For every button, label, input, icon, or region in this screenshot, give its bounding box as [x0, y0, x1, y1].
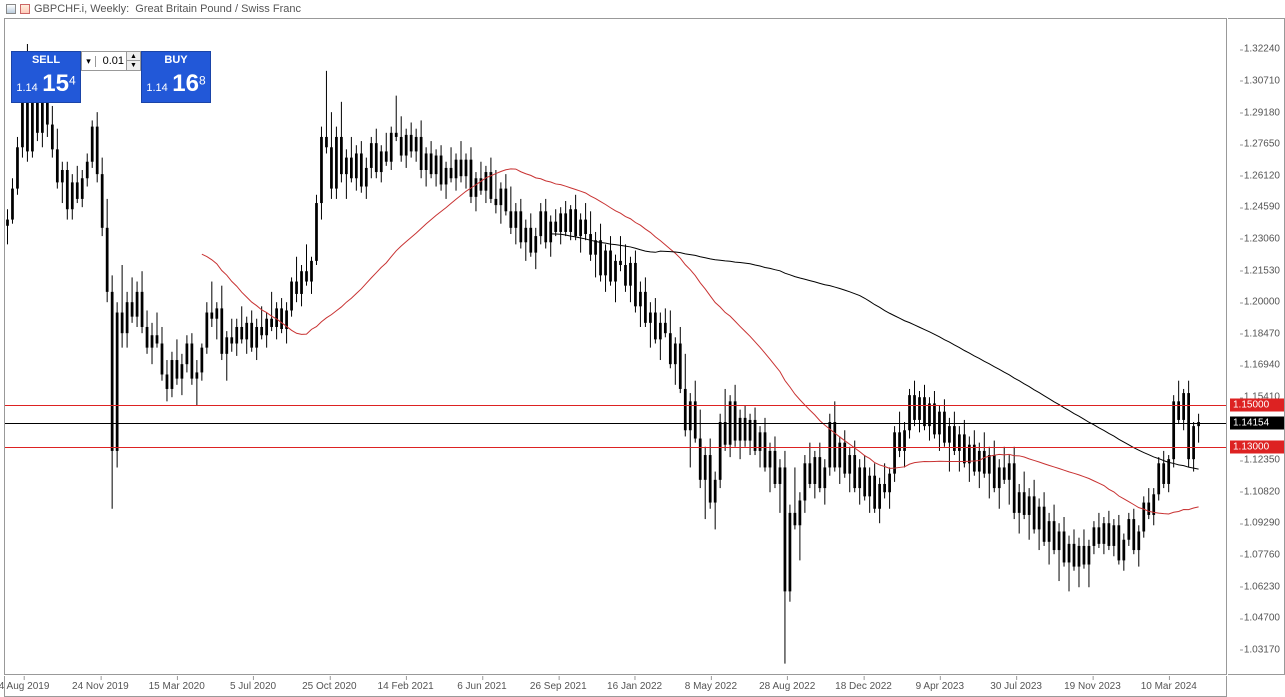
y-tick: 1.06230	[1244, 581, 1280, 592]
x-tick: 19 Nov 2023	[1064, 681, 1121, 692]
chart-icon-2	[20, 4, 30, 14]
y-tick: 1.20000	[1244, 297, 1280, 308]
x-tick: 4 Aug 2019	[0, 681, 49, 692]
chart-area[interactable]: SELL 1.14 154 ▾ ▲ ▼ BUY 1.14 168	[4, 18, 1227, 675]
x-tick: 26 Sep 2021	[530, 681, 587, 692]
x-tick: 6 Jun 2021	[457, 681, 507, 692]
y-tick: 1.21530	[1244, 265, 1280, 276]
chart-title: GBPCHF.i, Weekly: Great Britain Pound / …	[6, 3, 301, 15]
x-tick: 8 May 2022	[685, 681, 737, 692]
x-tick: 28 Aug 2022	[759, 681, 815, 692]
x-tick: 24 Nov 2019	[72, 681, 129, 692]
y-tick: 1.29180	[1244, 107, 1280, 118]
chart-icon-1	[6, 4, 16, 14]
sell-button[interactable]: SELL 1.14 154	[11, 51, 81, 103]
x-tick: 30 Jul 2023	[990, 681, 1042, 692]
x-tick: 14 Feb 2021	[378, 681, 434, 692]
x-tick: 9 Apr 2023	[916, 681, 964, 692]
y-tick: 1.04700	[1244, 613, 1280, 624]
symbol-description: Great Britain Pound / Swiss Franc	[135, 3, 301, 15]
y-tick: 1.18470	[1244, 328, 1280, 339]
sell-label: SELL	[12, 54, 80, 66]
buy-price: 1.14 168	[142, 70, 210, 98]
y-axis: 1.32240 1.30710 1.29180 1.27650 1.26120 1.245…	[1228, 18, 1285, 675]
price-chart-svg	[5, 19, 1226, 674]
y-tick: 1.12350	[1244, 455, 1280, 466]
quantity-stepper[interactable]: ▾ ▲ ▼	[81, 51, 141, 71]
y-tick: 1.24590	[1244, 202, 1280, 213]
sell-price: 1.14 154	[12, 70, 80, 98]
y-tick: 1.30710	[1244, 75, 1280, 86]
y-tick: 1.10820	[1244, 486, 1280, 497]
y-tick: 1.07760	[1244, 550, 1280, 561]
trade-panel: SELL 1.14 154 ▾ ▲ ▼ BUY 1.14 168	[11, 51, 211, 103]
qty-dropdown-icon[interactable]: ▾	[82, 56, 96, 67]
horizontal-line	[5, 405, 1226, 406]
y-tick: 1.32240	[1244, 44, 1280, 55]
y-tick: 1.03170	[1244, 644, 1280, 655]
x-tick: 15 Mar 2020	[149, 681, 205, 692]
buy-button[interactable]: BUY 1.14 168	[141, 51, 211, 103]
x-tick: 16 Jan 2022	[607, 681, 662, 692]
qty-down-icon[interactable]: ▼	[127, 61, 140, 70]
buy-label: BUY	[142, 54, 210, 66]
price-label: 1.15000	[1230, 399, 1284, 412]
timeframe-label: Weekly	[90, 3, 126, 15]
y-tick: 1.16940	[1244, 360, 1280, 371]
x-tick: 25 Oct 2020	[302, 681, 356, 692]
y-tick: 1.23060	[1244, 233, 1280, 244]
horizontal-line	[5, 423, 1226, 424]
x-tick: 5 Jul 2020	[230, 681, 276, 692]
x-tick: 18 Dec 2022	[835, 681, 892, 692]
price-label: 1.14154	[1230, 416, 1284, 429]
quantity-input[interactable]	[96, 55, 126, 67]
symbol-label: GBPCHF.i	[34, 3, 84, 15]
x-tick: 10 Mar 2024	[1141, 681, 1197, 692]
y-tick: 1.26120	[1244, 170, 1280, 181]
y-tick: 1.27650	[1244, 139, 1280, 150]
price-label: 1.13000	[1230, 440, 1284, 453]
y-tick: 1.09290	[1244, 518, 1280, 529]
qty-up-icon[interactable]: ▲	[127, 52, 140, 61]
x-axis: 4 Aug 201924 Nov 201915 Mar 20205 Jul 20…	[4, 676, 1227, 697]
horizontal-line	[5, 447, 1226, 448]
